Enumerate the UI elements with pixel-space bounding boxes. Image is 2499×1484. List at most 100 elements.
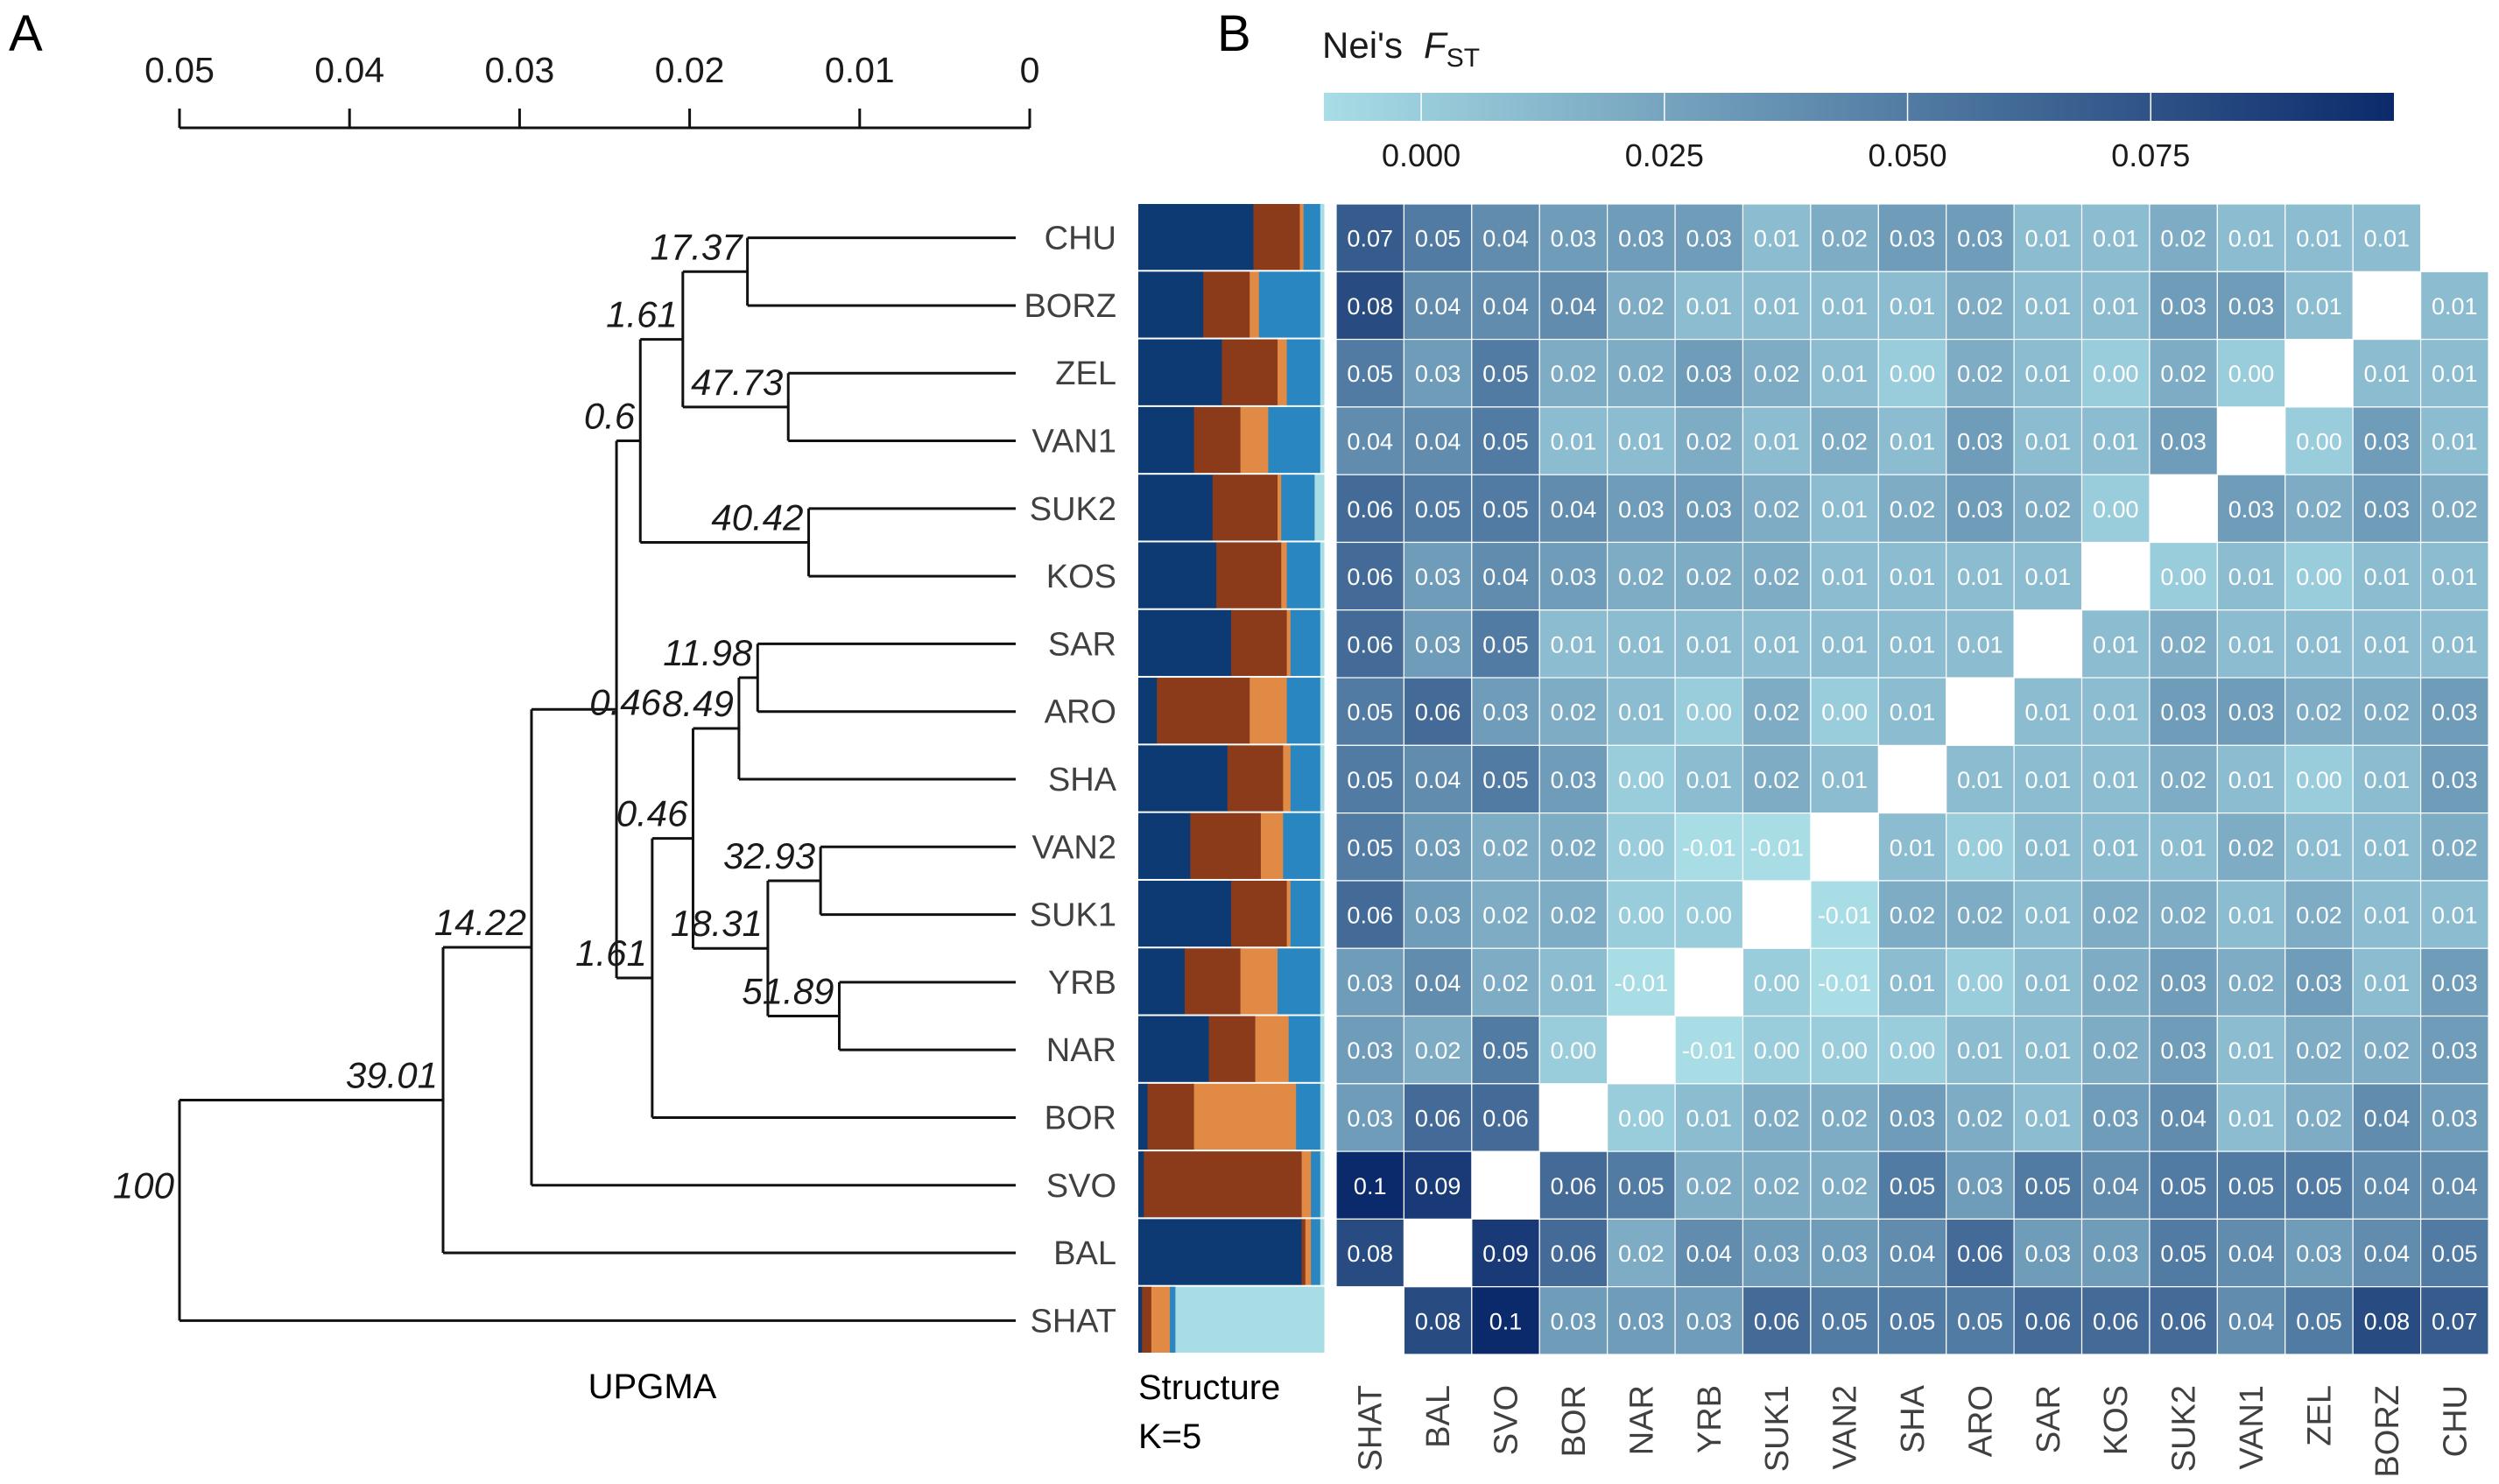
heatmap-cell <box>2352 338 2422 408</box>
heatmap-cell-value: 0.01 <box>2296 226 2342 252</box>
structure-segment <box>1278 948 1321 1015</box>
heatmap-cell-value: 0.04 <box>2228 1308 2275 1334</box>
heatmap-cell <box>2216 1286 2286 1355</box>
heatmap-cell-value: 0.06 <box>1482 1105 1529 1131</box>
heatmap-cell <box>2216 677 2286 746</box>
heatmap-cell <box>2352 474 2422 544</box>
heatmap-cell-diagonal <box>1878 745 1946 813</box>
heatmap-cell-value: 0.03 <box>1551 767 1597 793</box>
heatmap-cell <box>2149 1286 2218 1355</box>
heatmap-cell-value: -0.01 <box>1749 834 1804 861</box>
heatmap-cell-value: 0.01 <box>2432 429 2478 455</box>
structure-segment <box>1320 1016 1325 1082</box>
heatmap-cell-value: 0.00 <box>1618 834 1665 861</box>
heatmap-cell-value: 0.01 <box>1890 293 1936 320</box>
heatmap-cell <box>2080 677 2151 746</box>
heatmap-cell <box>2013 1218 2083 1288</box>
heatmap-cell-diagonal <box>1607 1016 1676 1084</box>
structure-segment <box>1240 406 1269 474</box>
heatmap-cell-value: 0.01 <box>2228 767 2275 793</box>
heatmap-cell <box>2419 1218 2489 1288</box>
tree-leaf-label: NAR <box>1046 1032 1116 1069</box>
heatmap-cell <box>2149 1015 2218 1085</box>
heatmap-cell-value: 0.03 <box>1551 564 1597 590</box>
heatmap-cell <box>2284 1286 2354 1355</box>
heatmap-cell-value: 0.00 <box>2160 564 2207 590</box>
heatmap-cell <box>2419 1015 2489 1085</box>
heatmap-cell <box>2352 744 2422 814</box>
heatmap-cell-value: 0.08 <box>2364 1308 2411 1334</box>
heatmap-cell <box>1335 677 1405 746</box>
heatmap-cell <box>2080 947 2151 1017</box>
structure-segment <box>1138 475 1214 541</box>
heatmap-cell <box>1742 474 1812 544</box>
heatmap-cell <box>1403 677 1473 746</box>
heatmap-cell-value: 0.05 <box>1482 496 1529 523</box>
heatmap-cell-value: 0.05 <box>2432 1241 2478 1267</box>
heatmap-cell-value: 0.00 <box>1890 361 1936 387</box>
heatmap-cell-value: -0.01 <box>1682 834 1736 861</box>
structure-segment <box>1138 745 1228 812</box>
heatmap-column-label: VAN2 <box>1827 1385 1864 1469</box>
heatmap-cell <box>2013 406 2083 475</box>
heatmap-cell <box>2352 1083 2422 1152</box>
structure-segment <box>1147 1083 1195 1150</box>
heatmap-cell-value: 0.01 <box>2025 834 2072 861</box>
heatmap-cell <box>2013 541 2083 611</box>
heatmap-cell-value: 0.00 <box>1957 970 2003 996</box>
structure-segment <box>1138 1016 1210 1082</box>
heatmap-cell-diagonal <box>2081 542 2150 610</box>
heatmap-cell-value: 0.02 <box>1754 700 1800 726</box>
heatmap-cell <box>1538 1015 1609 1085</box>
heatmap-cell <box>2013 338 2083 408</box>
heatmap-cell-value: 0.02 <box>2228 970 2275 996</box>
structure-segment <box>1320 745 1325 812</box>
heatmap-cell-value: 0.04 <box>1482 226 1529 252</box>
heatmap-cell-value: 0.01 <box>1686 631 1732 658</box>
heatmap-cell <box>1946 947 2015 1017</box>
heatmap-cell-value: 0.01 <box>1957 631 2003 658</box>
heatmap-cell-value: 0.03 <box>2432 970 2478 996</box>
heatmap-cell-value: 0.02 <box>1821 1105 1868 1131</box>
structure-segment <box>1320 406 1325 474</box>
heatmap-cell-value: 0.00 <box>1821 1037 1868 1064</box>
structure-segment <box>1320 542 1325 608</box>
heatmap-cell-value: -0.01 <box>1818 903 1872 929</box>
structure-segment <box>1227 745 1284 812</box>
heatmap-cell <box>1674 1150 1744 1220</box>
heatmap-cell-value: 0.01 <box>2228 631 2275 658</box>
heatmap-cell-diagonal <box>2149 475 2218 543</box>
heatmap-cell-value: 0.03 <box>1551 1308 1597 1334</box>
heatmap-cell-value: 0.01 <box>1686 767 1732 793</box>
structure-segment <box>1138 812 1191 879</box>
heatmap-cell <box>2080 1218 2151 1288</box>
structure-segment <box>1216 542 1282 608</box>
structure-segment <box>1320 1219 1325 1285</box>
heatmap-cell-value: 0.03 <box>1618 226 1665 252</box>
heatmap-cell-value: 0.03 <box>2160 700 2207 726</box>
heatmap-cell <box>1742 1218 1812 1288</box>
heatmap-cell <box>2216 812 2286 882</box>
heatmap-cell-value: 0.04 <box>1482 564 1529 590</box>
heatmap-cell-value: 0.03 <box>2160 1037 2207 1064</box>
heatmap-cell-value: 0.03 <box>1890 226 1936 252</box>
structure-segment <box>1138 339 1222 405</box>
heatmap-cell <box>2216 1083 2286 1152</box>
structure-segment <box>1281 475 1315 541</box>
heatmap-cell <box>2216 744 2286 814</box>
heatmap-cell-value: 0.01 <box>1890 834 1936 861</box>
heatmap-cell <box>1674 677 1744 746</box>
structure-segment <box>1138 948 1186 1015</box>
heatmap-cell <box>1471 1083 1540 1152</box>
structure-segment <box>1320 678 1325 744</box>
heatmap-cell-value: 0.02 <box>1754 361 1800 387</box>
heatmap-cell-value: 0.01 <box>1551 631 1597 658</box>
heatmap-cell <box>1335 1150 1405 1220</box>
heatmap-cell-value: 0.06 <box>1957 1241 2003 1267</box>
heatmap-cell <box>1471 203 1540 272</box>
structure-segment <box>1320 609 1325 677</box>
legend-ticks: 0.000 0.025 0.050 0.075 <box>1382 93 2190 173</box>
heatmap-cell-value: 0.00 <box>1618 767 1665 793</box>
heatmap-cell <box>1471 406 1540 475</box>
tree-leaf-label: CHU <box>1045 221 1116 257</box>
